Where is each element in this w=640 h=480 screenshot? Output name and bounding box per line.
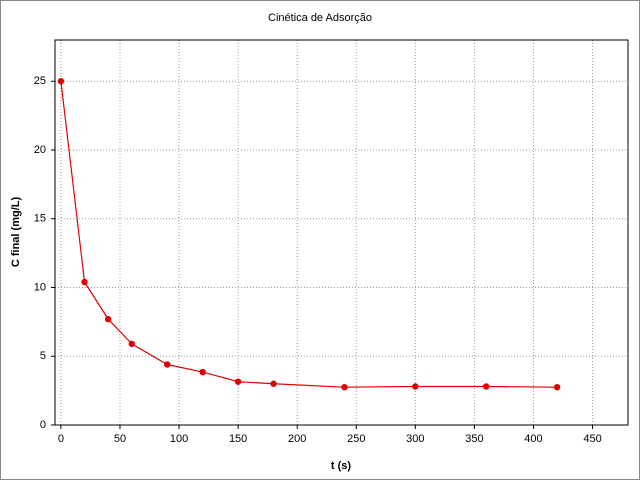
- plot-area: [54, 39, 629, 426]
- data-point: [199, 368, 206, 376]
- x-tick-label: 250: [347, 433, 365, 445]
- data-point: [270, 380, 277, 387]
- x-tick-label: 50: [114, 433, 126, 445]
- x-tick-label: 300: [406, 433, 424, 445]
- chart-title: Cinética de Adsorção: [268, 12, 372, 24]
- x-tick-label: 400: [524, 433, 542, 445]
- data-point: [128, 340, 135, 348]
- y-tick-label: 5: [40, 350, 46, 362]
- x-tick-label: 150: [229, 433, 247, 445]
- data-point: [234, 378, 242, 385]
- x-tick-label: 100: [170, 433, 188, 445]
- data-point: [412, 383, 419, 390]
- data-point: [483, 383, 490, 390]
- data-line: [60, 81, 558, 388]
- x-tick-label: 0: [58, 433, 64, 445]
- y-tick-label: 10: [34, 281, 46, 293]
- data-point: [341, 383, 348, 391]
- data-point: [164, 361, 171, 368]
- data-point: [104, 315, 112, 323]
- x-tick-label: 200: [288, 433, 306, 445]
- y-tick-label: 0: [40, 419, 46, 431]
- data-point: [57, 78, 65, 85]
- x-tick-label: 350: [465, 433, 483, 445]
- y-tick-label: 25: [34, 75, 46, 87]
- y-tick-label: 15: [34, 213, 46, 225]
- x-tick-label: 450: [583, 433, 601, 445]
- y-tick-label: 20: [34, 144, 46, 156]
- x-axis-label: t (s): [331, 460, 352, 472]
- data-point: [553, 383, 561, 391]
- y-axis-label: C final (mg/L): [10, 197, 22, 268]
- data-point: [81, 278, 88, 286]
